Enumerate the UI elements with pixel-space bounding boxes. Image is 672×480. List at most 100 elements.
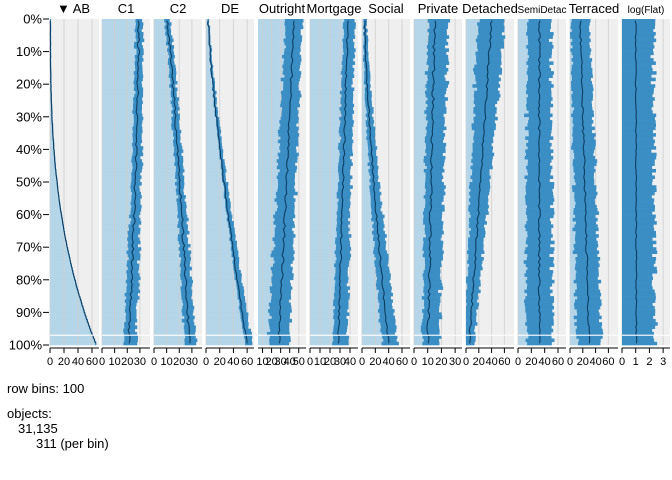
mean-bar: [362, 299, 385, 303]
mean-bar: [258, 221, 284, 225]
sd-band: [128, 256, 141, 261]
sd-band: [622, 155, 657, 160]
sd-band: [377, 276, 391, 281]
mean-bar: [414, 240, 431, 245]
sd-band: [375, 270, 390, 274]
mean-bar: [258, 266, 282, 271]
mean-bar: [50, 243, 67, 248]
mean-bar: [102, 19, 139, 23]
mean-bar: [50, 107, 52, 111]
sd-band: [622, 93, 653, 98]
mean-bar: [154, 41, 169, 46]
x-tick-label: 40: [344, 356, 356, 368]
sd-band: [245, 341, 253, 346]
mean-bar: [258, 22, 294, 26]
sd-band: [340, 120, 354, 124]
mean-bar: [154, 335, 190, 339]
mean-bar: [362, 312, 386, 316]
x-tick-label: 0: [151, 356, 157, 368]
sd-band: [622, 129, 653, 134]
sd-band: [425, 263, 442, 268]
sd-band: [126, 286, 139, 290]
mean-bar: [154, 270, 185, 274]
sd-band: [374, 253, 389, 258]
mean-bar: [206, 211, 228, 215]
sd-band: [224, 188, 229, 193]
mean-bar: [310, 250, 341, 255]
mean-bar: [206, 198, 227, 202]
sd-band: [335, 270, 348, 274]
mean-bar: [414, 93, 433, 98]
sd-band: [337, 182, 350, 186]
sd-band: [233, 270, 241, 274]
mean-bar: [414, 116, 433, 121]
mean-bar: [102, 185, 135, 189]
mean-bar: [362, 214, 378, 219]
sd-band: [339, 107, 354, 111]
mean-bar: [258, 129, 288, 134]
sd-band: [237, 289, 245, 294]
sd-band: [373, 250, 388, 255]
mean-bar: [50, 175, 57, 180]
mean-bar: [310, 123, 345, 127]
mean-bar: [258, 217, 284, 222]
mean-bar: [206, 263, 235, 268]
column-header: log(Flat): [628, 5, 665, 16]
sd-band: [622, 165, 653, 170]
mean-bar: [310, 159, 344, 163]
sd-band: [220, 162, 225, 166]
column-semidetac: 0 20 40 60 SemiDetac: [515, 5, 567, 368]
mean-bar: [258, 250, 284, 255]
mean-bar: [102, 87, 138, 92]
sd-band: [212, 80, 216, 85]
sd-band: [427, 120, 445, 124]
sd-band: [425, 142, 447, 147]
mean-bar: [362, 129, 370, 134]
sd-band: [220, 159, 225, 163]
mean-bar: [258, 126, 290, 131]
mean-bar: [102, 286, 132, 290]
mean-bar: [310, 74, 347, 78]
sd-band: [131, 172, 141, 176]
sd-band: [372, 224, 385, 228]
mean-bar: [206, 302, 242, 307]
mean-bar: [206, 217, 229, 222]
mean-bar: [414, 273, 429, 277]
mean-bar: [310, 80, 346, 85]
sd-band: [131, 155, 141, 160]
sd-band: [133, 71, 143, 75]
mean-bar: [258, 328, 280, 333]
mean-bar: [206, 139, 220, 144]
mean-bar: [154, 338, 191, 343]
sd-band: [236, 283, 243, 287]
mean-bar: [206, 41, 210, 46]
sd-band: [126, 273, 140, 277]
mean-bar: [362, 286, 383, 290]
mean-bar: [414, 61, 435, 65]
x-tick-label: 0: [411, 356, 417, 368]
mean-bar: [414, 250, 431, 255]
sd-band: [132, 168, 142, 173]
sd-band: [622, 292, 656, 297]
mean-bar: [362, 84, 368, 88]
mean-bar: [154, 80, 174, 85]
mean-line: [468, 20, 493, 344]
sd-band: [373, 221, 384, 225]
mean-bar: [102, 201, 135, 206]
mean-bar: [414, 247, 430, 251]
x-tick-label: 40: [539, 356, 551, 368]
mean-bar: [362, 162, 372, 166]
sd-band: [622, 201, 654, 206]
mean-bar: [362, 178, 373, 183]
mean-bar: [310, 243, 342, 248]
mean-bar: [102, 123, 137, 127]
mean-bar: [102, 211, 135, 215]
mean-bar: [102, 240, 134, 245]
sd-band: [219, 155, 224, 160]
sd-band: [232, 260, 240, 264]
sd-band: [622, 224, 654, 228]
mean-bar: [310, 240, 341, 245]
mean-bar: [206, 133, 219, 137]
sd-band: [424, 266, 441, 271]
sd-band: [127, 276, 141, 281]
